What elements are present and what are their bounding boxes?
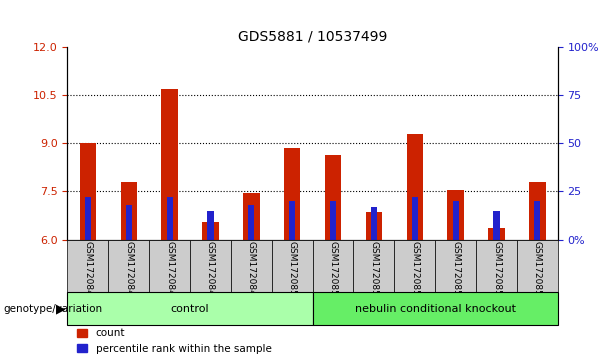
Bar [190, 240, 231, 292]
Bar [476, 240, 517, 292]
Bar [161, 89, 178, 240]
Bar [493, 211, 500, 240]
Bar [406, 134, 423, 240]
Bar [366, 212, 382, 240]
Text: GSM1720847: GSM1720847 [165, 241, 174, 302]
Text: GSM1720855: GSM1720855 [492, 241, 501, 302]
Bar [535, 201, 541, 240]
Bar [149, 240, 190, 292]
Bar [394, 240, 435, 292]
Text: GSM1720854: GSM1720854 [451, 241, 460, 302]
Bar [517, 240, 558, 292]
Bar [243, 193, 259, 240]
Bar [330, 201, 336, 240]
Text: GSM1720845: GSM1720845 [83, 241, 93, 302]
Bar [85, 197, 91, 240]
Bar [447, 190, 464, 240]
Bar [272, 240, 313, 292]
Legend: count, percentile rank within the sample: count, percentile rank within the sample [72, 324, 276, 358]
Bar [325, 155, 341, 240]
Text: ▶: ▶ [56, 302, 66, 315]
Bar [371, 207, 377, 240]
Text: GSM1720852: GSM1720852 [370, 241, 378, 302]
Bar [354, 240, 394, 292]
Bar [489, 228, 504, 240]
Bar [231, 240, 272, 292]
Bar [67, 240, 109, 292]
Bar [80, 143, 96, 240]
Bar [529, 182, 546, 240]
Bar [167, 197, 173, 240]
Bar [121, 182, 137, 240]
Text: genotype/variation: genotype/variation [3, 303, 102, 314]
Text: GSM1720848: GSM1720848 [206, 241, 215, 302]
Bar [248, 205, 254, 240]
Bar [109, 240, 149, 292]
Text: GSM1720853: GSM1720853 [410, 241, 419, 302]
Bar [412, 197, 418, 240]
Text: GSM1720851: GSM1720851 [329, 241, 338, 302]
Bar [452, 201, 459, 240]
Bar [67, 292, 313, 325]
Text: nebulin conditional knockout: nebulin conditional knockout [355, 303, 516, 314]
Text: GSM1720846: GSM1720846 [124, 241, 133, 302]
Bar [284, 148, 300, 240]
Text: GSM1720850: GSM1720850 [287, 241, 297, 302]
Text: GSM1720849: GSM1720849 [247, 241, 256, 302]
Text: GSM1720856: GSM1720856 [533, 241, 542, 302]
Bar [313, 240, 354, 292]
Text: control: control [170, 303, 210, 314]
Bar [435, 240, 476, 292]
Bar [313, 292, 558, 325]
Title: GDS5881 / 10537499: GDS5881 / 10537499 [238, 29, 387, 43]
Bar [202, 222, 219, 240]
Bar [207, 211, 213, 240]
Bar [289, 201, 295, 240]
Bar [126, 205, 132, 240]
